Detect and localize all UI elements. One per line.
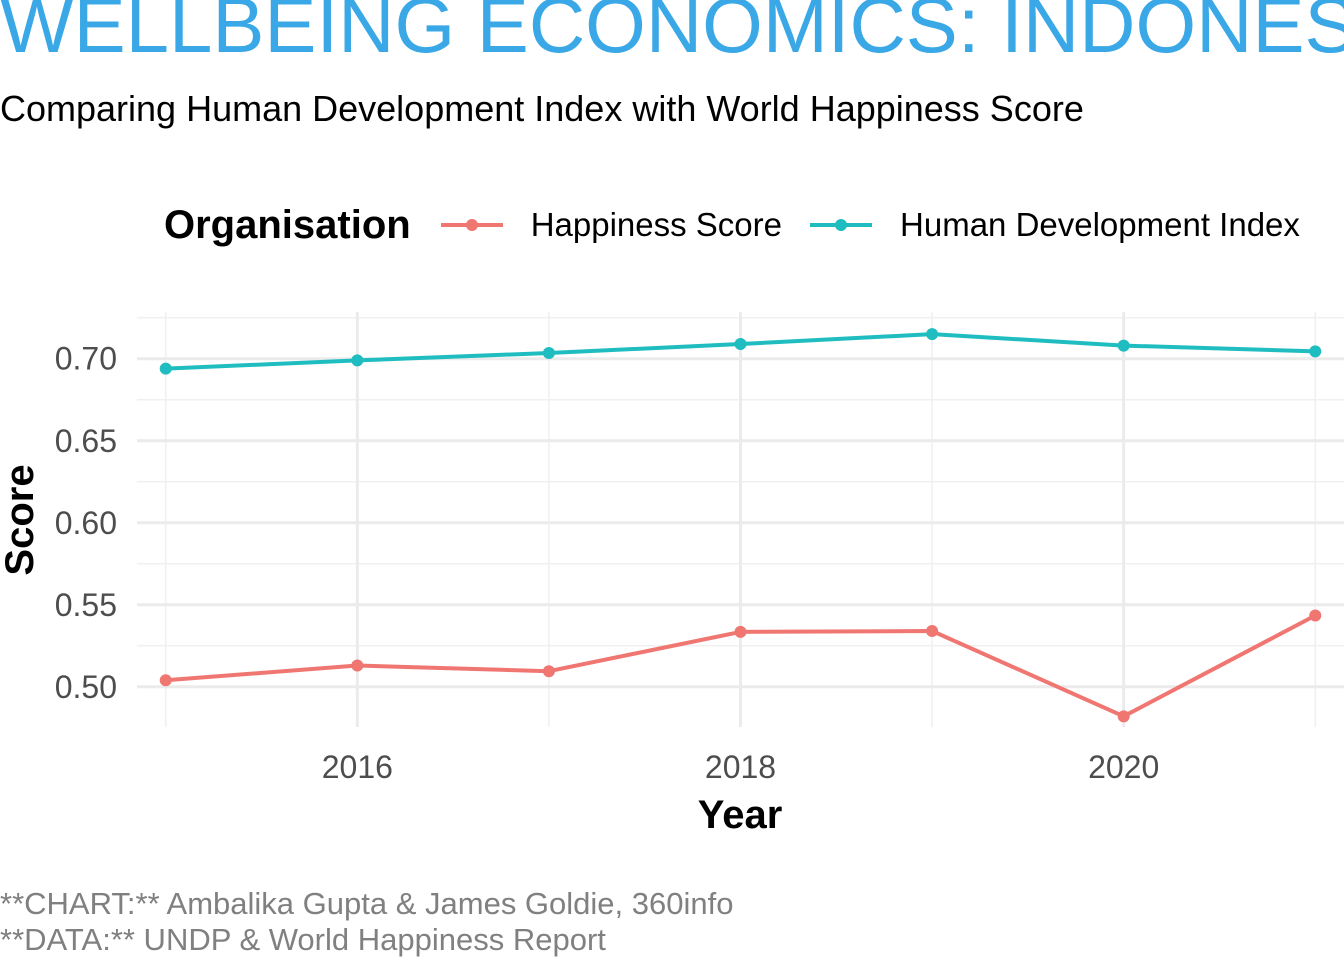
data-point-happiness-score [734, 625, 747, 638]
legend: Organisation Happiness Score Human Devel… [164, 200, 1328, 250]
line-chart: 0.50 0.55 0.60 0.65 0.70 2016 2018 2020 Year S… [0, 312, 1344, 837]
legend-key-hdi [810, 219, 873, 231]
x-tick-label: 2016 [322, 749, 393, 785]
data-point-human-development-index [926, 328, 939, 341]
series-layer [159, 328, 1322, 723]
data-point-happiness-score [542, 665, 555, 678]
data-point-happiness-score [159, 674, 172, 687]
legend-entry-happiness: Happiness Score [440, 206, 783, 244]
y-axis-title: Score [0, 464, 42, 575]
caption-chart-credit: **CHART:** Ambalika Gupta & James Goldie… [0, 886, 734, 921]
chart-title: WELLBEING ECONOMICS: INDONES [0, 0, 1344, 69]
legend-key-happiness [440, 219, 503, 231]
data-point-happiness-score [351, 659, 364, 672]
caption: **CHART:** Ambalika Gupta & James Goldie… [0, 886, 733, 958]
x-tick-label: 2018 [705, 749, 776, 785]
data-point-human-development-index [1309, 345, 1322, 358]
x-axis-title: Year [698, 793, 783, 837]
caption-data-source: **DATA:** UNDP & World Happiness Report [0, 922, 606, 957]
y-tick-label: 0.50 [55, 669, 117, 705]
y-tick-label: 0.55 [55, 587, 117, 623]
data-point-human-development-index [1117, 339, 1130, 352]
data-point-human-development-index [159, 362, 172, 375]
data-point-human-development-index [542, 347, 555, 360]
data-point-happiness-score [1117, 710, 1130, 723]
y-tick-label: 0.60 [55, 505, 117, 541]
legend-label-hdi: Human Development Index [900, 206, 1300, 243]
legend-title: Organisation [164, 202, 411, 247]
data-point-human-development-index [351, 354, 364, 367]
x-tick-label: 2020 [1088, 749, 1159, 785]
legend-entry-hdi: Human Development Index [810, 206, 1300, 244]
y-axis-tick-labels: 0.50 0.55 0.60 0.65 0.70 [55, 341, 117, 705]
data-point-happiness-score [1309, 609, 1322, 622]
y-tick-label: 0.65 [55, 423, 117, 459]
data-point-human-development-index [734, 337, 747, 350]
y-tick-label: 0.70 [55, 341, 117, 377]
x-axis-tick-labels: 2016 2018 2020 [322, 749, 1160, 785]
major-gridlines [137, 312, 1344, 727]
chart-subtitle: Comparing Human Development Index with W… [0, 88, 1084, 129]
data-point-happiness-score [926, 625, 939, 638]
legend-label-happiness: Happiness Score [530, 206, 783, 243]
